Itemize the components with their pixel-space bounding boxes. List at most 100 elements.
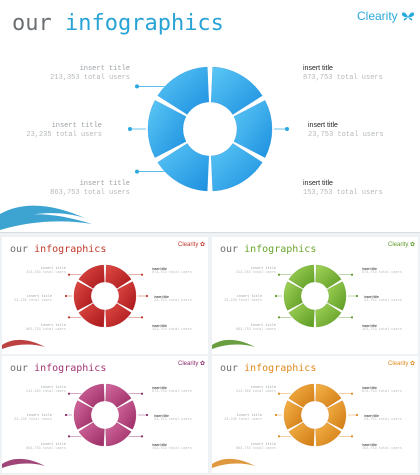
- butterfly-logo-icon: ✿: [200, 361, 206, 367]
- label-title: insert title: [51, 122, 102, 130]
- title-word-our: our: [10, 244, 35, 255]
- brand-logo: Clearity ✿: [178, 241, 205, 248]
- dot-icon: [350, 435, 354, 438]
- ring-segment: [117, 400, 137, 430]
- wave-decoration: [2, 458, 45, 468]
- label-value: 213,353 total users: [236, 390, 276, 395]
- label-value: 23,235 total users: [14, 418, 52, 423]
- ring-diagram: [2, 264, 149, 349]
- label-title: insert title: [362, 267, 377, 271]
- brand-name: Clearity: [388, 242, 409, 248]
- dot-icon: [64, 294, 68, 298]
- ring-segment: [105, 303, 132, 328]
- label-value: 863,753 total users: [50, 188, 130, 197]
- slide-thumbnail-purple[interactable]: our infographics Clearity ✿ insert title…: [2, 356, 208, 473]
- brand-name: Clearity: [178, 361, 199, 367]
- butterfly-logo-icon: [402, 12, 415, 21]
- label-title: insert title: [152, 443, 167, 447]
- ring-segment: [315, 422, 342, 447]
- ring-segment: [288, 264, 315, 289]
- label-title: insert title: [154, 414, 169, 418]
- label-title: insert title: [26, 414, 52, 418]
- label-title: insert title: [40, 267, 66, 271]
- label-right-2: insert title 23,753 total users: [154, 414, 192, 423]
- ring-segment: [105, 264, 132, 289]
- label-value: 23,235 total users: [26, 130, 102, 139]
- label-value: 863,753 total users: [26, 328, 66, 333]
- ring-segment: [327, 281, 347, 311]
- label-right-1: insert title 873,753 total users: [152, 267, 192, 276]
- label-left-1: insert title 213,353 total users: [50, 65, 130, 83]
- label-right-2: insert title 23,753 total users: [364, 414, 402, 423]
- label-right-3: insert title 153,753 total users: [152, 324, 192, 333]
- dot-icon: [277, 273, 281, 276]
- label-title: insert title: [303, 180, 333, 187]
- dot-icon: [135, 84, 139, 89]
- dot-icon: [140, 273, 144, 276]
- label-left-3: insert title 863,753 total users: [236, 443, 276, 452]
- slide-main[interactable]: our infographics Clearity insert title 21…: [0, 0, 420, 233]
- title-word-infographics: infographics: [34, 244, 107, 255]
- ring-segment: [283, 281, 303, 311]
- title-word-our: our: [220, 363, 245, 374]
- label-left-2: insert title 23,235 total users: [26, 122, 102, 140]
- dot-icon: [355, 413, 359, 417]
- label-right-1: insert title 873,753 total users: [303, 65, 383, 83]
- label-value: 873,753 total users: [362, 390, 402, 395]
- label-title: insert title: [236, 295, 262, 299]
- ring-segment: [78, 422, 105, 447]
- dot-icon: [128, 127, 132, 131]
- label-value: 153,753 total users: [152, 447, 192, 452]
- label-value: 153,753 total users: [152, 328, 192, 333]
- label-value: 863,753 total users: [26, 447, 66, 452]
- label-title: insert title: [152, 267, 167, 271]
- label-value: 23,753 total users: [154, 299, 192, 304]
- label-right-1: insert title 873,753 total users: [362, 386, 402, 395]
- ring-segment: [78, 383, 105, 408]
- brand-name: Clearity: [178, 242, 199, 248]
- dot-icon: [350, 316, 354, 319]
- slide-thumbnail-orange[interactable]: our infographics Clearity ✿ insert title…: [212, 356, 418, 473]
- dot-icon: [140, 316, 144, 319]
- ring-segment: [315, 264, 342, 289]
- label-value: 153,753 total users: [362, 447, 402, 452]
- wave-decoration: [2, 339, 45, 349]
- slide-title: our infographics: [220, 363, 316, 374]
- label-right-3: insert title 153,753 total users: [362, 324, 402, 333]
- slide-thumbnail-red[interactable]: our infographics Clearity ✿ insert title…: [2, 237, 208, 354]
- dot-icon: [274, 294, 278, 298]
- ring-segment: [78, 303, 105, 328]
- label-title: insert title: [303, 65, 333, 72]
- label-value: 153,753 total users: [303, 188, 383, 197]
- ring-segment: [327, 400, 347, 430]
- dot-icon: [350, 273, 354, 276]
- label-title: insert title: [250, 324, 276, 328]
- slide-title: our infographics: [10, 363, 106, 374]
- slide-thumbnail-green[interactable]: our infographics Clearity ✿ insert title…: [212, 237, 418, 354]
- ring-segment: [315, 383, 342, 408]
- label-title: insert title: [250, 267, 276, 271]
- ring-segment: [288, 422, 315, 447]
- dot-icon: [145, 294, 149, 298]
- dot-icon: [67, 273, 71, 276]
- dot-icon: [285, 127, 289, 131]
- slide-title: our infographics: [220, 244, 316, 255]
- label-title: insert title: [40, 324, 66, 328]
- wave-decoration: [0, 205, 92, 230]
- dot-icon: [64, 413, 68, 417]
- label-right-2: insert title 23,753 total users: [364, 295, 402, 304]
- slide-title: our infographics: [12, 11, 224, 36]
- label-value: 213,353 total users: [26, 390, 66, 395]
- dot-icon: [140, 392, 144, 395]
- brand-name: Clearity: [388, 361, 409, 367]
- dot-icon: [355, 294, 359, 298]
- brand-name: Clearity: [357, 9, 398, 23]
- dot-icon: [350, 392, 354, 395]
- label-value: 873,753 total users: [303, 73, 383, 82]
- ring-segment: [73, 400, 93, 430]
- butterfly-logo-icon: ✿: [200, 242, 206, 248]
- label-left-3: insert title 863,753 total users: [236, 324, 276, 333]
- label-left-1: insert title 213,353 total users: [26, 267, 66, 276]
- label-right-3: insert title 153,753 total users: [152, 443, 192, 452]
- butterfly-logo-icon: ✿: [410, 361, 416, 367]
